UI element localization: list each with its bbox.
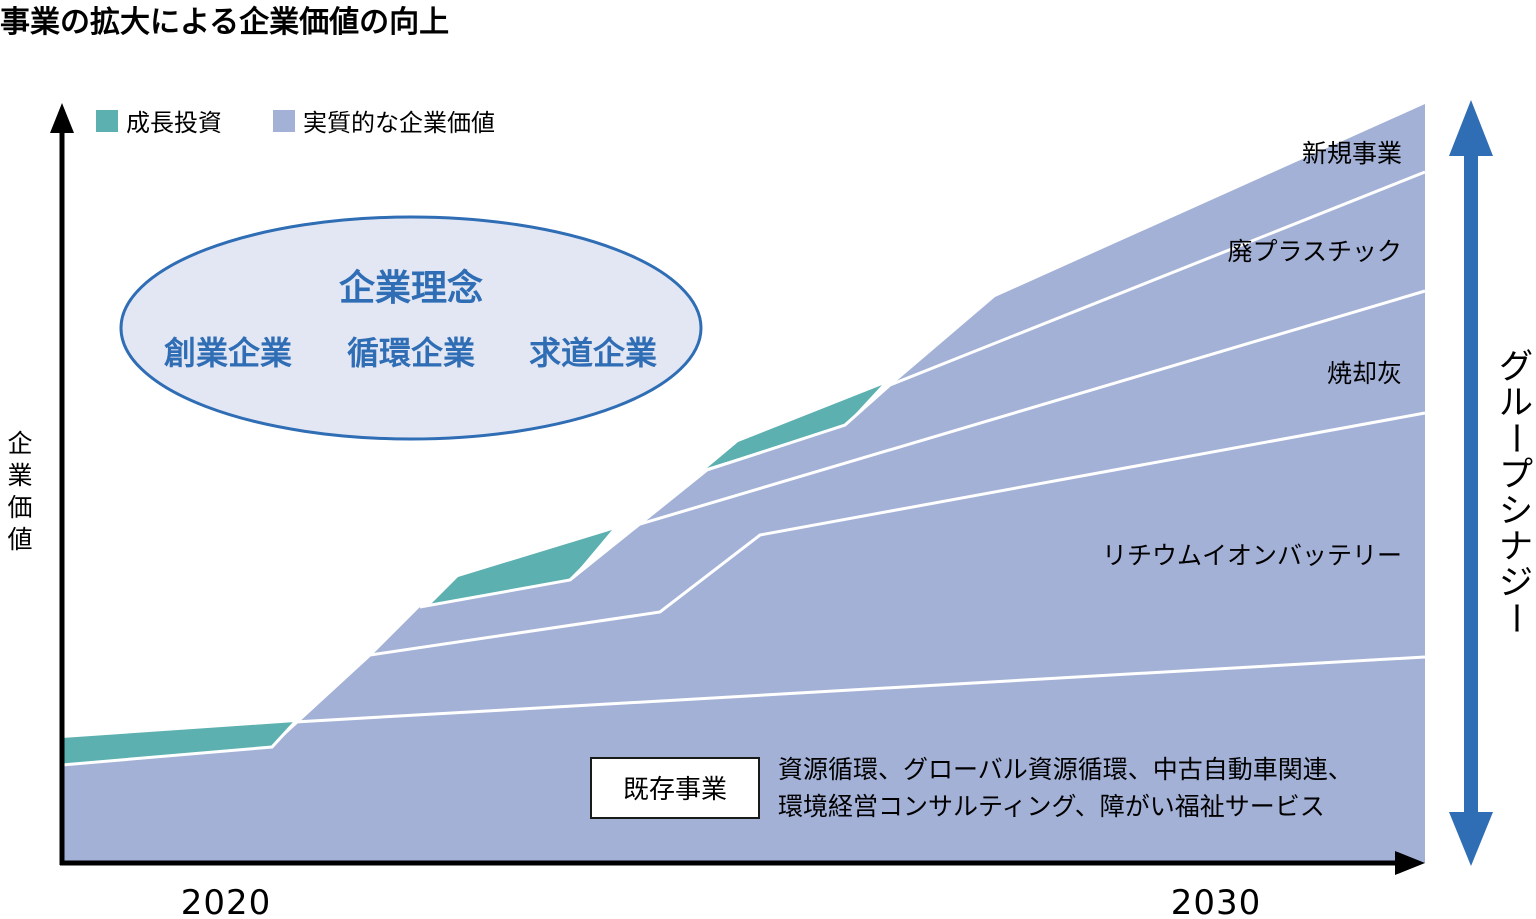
layer-label-ash: 焼却灰 xyxy=(1327,359,1402,388)
layer-label-battery: リチウムイオンバッテリー xyxy=(1102,541,1402,570)
x-axis-start-year: 2020 xyxy=(181,883,272,919)
growth-investment-area-3 xyxy=(707,385,882,468)
philosophy-item-3: 求道企業 xyxy=(529,334,657,372)
existing-business-box xyxy=(590,757,760,819)
enterprise-value-area xyxy=(62,104,1425,863)
svg-text:企: 企 xyxy=(7,429,32,458)
philosophy-item-1: 創業企業 xyxy=(164,334,292,372)
svg-text:業: 業 xyxy=(7,461,32,490)
existing-business-label: 既存事業 xyxy=(623,775,727,805)
philosophy-item-2: 循環企業 xyxy=(347,334,475,372)
group-synergy-arrow xyxy=(1449,100,1493,866)
y-axis-label: 企 業 価 値 xyxy=(7,429,32,554)
existing-business-desc-line1: 資源循環、グローバル資源循環、中古自動車関連、 xyxy=(778,755,1353,784)
separator-plastic xyxy=(419,170,1426,609)
existing-business-desc-line2: 環境経営コンサルティング、障がい福祉サービス xyxy=(778,792,1325,821)
layer-label-new-business: 新規事業 xyxy=(1302,139,1402,168)
growth-investment-area-2 xyxy=(428,530,612,607)
svg-text:グ: グ xyxy=(1499,347,1533,387)
layer-label-plastic: 廃プラスチック xyxy=(1227,237,1402,266)
svg-text:値: 値 xyxy=(7,525,32,554)
svg-text:ナ: ナ xyxy=(1499,527,1533,567)
svg-text:価: 価 xyxy=(7,493,32,522)
group-synergy-label: グ ル ー プ シ ナ ジ ー xyxy=(1495,347,1535,635)
layer-separators xyxy=(61,170,1426,767)
x-axis-end-year: 2030 xyxy=(1171,883,1262,919)
philosophy-title: 企業理念 xyxy=(339,267,483,309)
svg-text:シ: シ xyxy=(1499,491,1533,531)
separator-ash xyxy=(568,289,1426,582)
svg-text:プ: プ xyxy=(1499,455,1533,495)
svg-text:ジ: ジ xyxy=(1499,563,1533,603)
svg-text:ー: ー xyxy=(1495,601,1535,635)
legend-label-investment: 成長投資 xyxy=(126,109,222,137)
svg-text:ル: ル xyxy=(1499,383,1533,423)
legend-label-value: 実質的な企業価値 xyxy=(303,109,495,137)
philosophy-ellipse xyxy=(119,215,703,441)
separator-existing xyxy=(61,655,1426,767)
page-title: 事業の拡大による企業価値の向上 xyxy=(0,5,449,40)
x-axis-arrowhead xyxy=(1395,851,1425,875)
y-axis-arrowhead xyxy=(50,103,74,133)
separator-battery xyxy=(369,411,1426,657)
legend-swatch-investment xyxy=(96,110,118,132)
svg-text:ー: ー xyxy=(1495,421,1535,455)
growth-investment-area-1 xyxy=(62,722,295,765)
legend-swatch-value xyxy=(273,110,295,132)
